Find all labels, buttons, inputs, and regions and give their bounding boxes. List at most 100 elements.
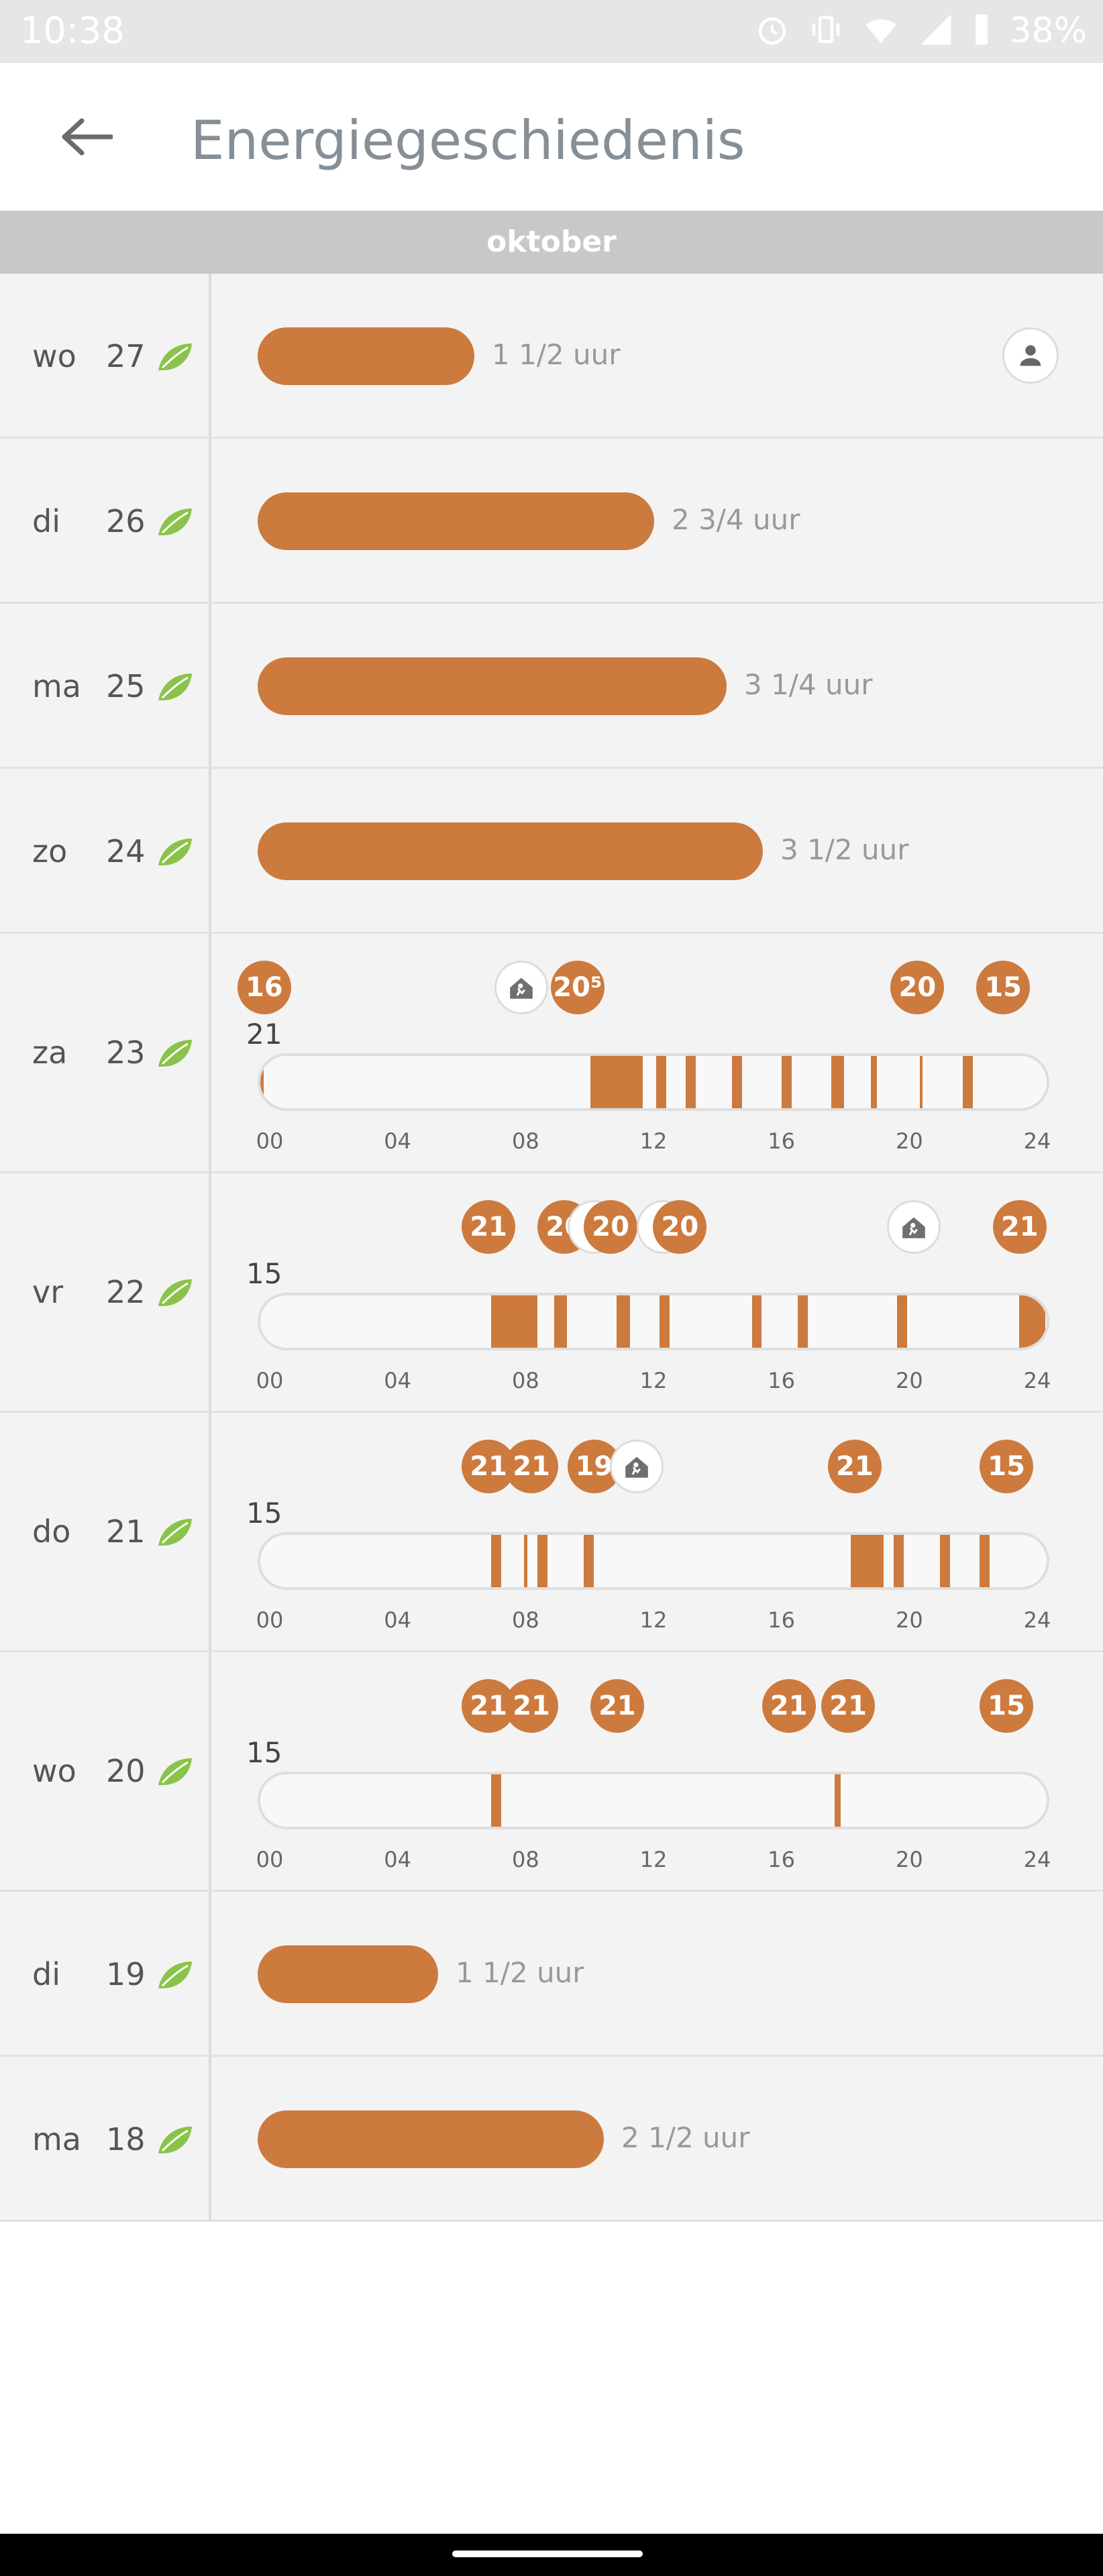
heating-segment — [491, 1295, 537, 1348]
leaf-icon — [156, 1959, 193, 1991]
home-handle[interactable] — [452, 2551, 643, 2557]
day-cell: wo 20 — [0, 1652, 211, 1890]
setpoint-change-badge[interactable]: 21 — [827, 1440, 882, 1493]
setpoint-change-badge[interactable]: 21 — [505, 1679, 559, 1733]
leaf-icon — [156, 1277, 193, 1309]
day-of-week: do — [32, 1513, 71, 1550]
heating-timeline[interactable] — [258, 1772, 1049, 1829]
heating-segment — [1018, 1295, 1046, 1348]
day-number: 26 — [106, 503, 146, 539]
setpoint-change-badge[interactable]: 21 — [590, 1679, 644, 1733]
heating-segment — [491, 1535, 501, 1587]
status-time: 10:38 — [20, 9, 125, 52]
heating-segment — [537, 1535, 547, 1587]
time-tick-label: 08 — [511, 1847, 539, 1872]
heating-segment — [851, 1535, 884, 1587]
heating-segment — [834, 1774, 841, 1827]
home-away-event[interactable] — [610, 1440, 664, 1493]
heating-segment — [896, 1295, 907, 1348]
setpoint-change-badge[interactable]: 21 — [462, 1440, 516, 1493]
time-tick-label: 04 — [384, 1607, 412, 1633]
day-number: 18 — [106, 2121, 146, 2157]
setpoint-change-badge[interactable]: 20 — [653, 1200, 707, 1254]
heating-segment — [491, 1774, 501, 1827]
battery-percentage: 38% — [1009, 11, 1087, 51]
day-row[interactable]: wo 27 1 1/2 uur — [0, 274, 1103, 439]
day-cell: ma 18 — [0, 2057, 211, 2220]
heating-timeline[interactable] — [258, 1532, 1049, 1590]
day-row[interactable]: di 19 1 1/2 uur — [0, 1892, 1103, 2057]
heating-segment — [870, 1056, 878, 1108]
heating-duration-bar — [258, 492, 654, 550]
day-row[interactable]: ma 25 3 1/4 uur — [0, 604, 1103, 769]
time-tick-label: 00 — [256, 1607, 284, 1633]
heating-segment — [617, 1295, 630, 1348]
home-away-event[interactable] — [887, 1200, 941, 1254]
time-tick-label: 08 — [511, 1368, 539, 1393]
setpoint-change-badge[interactable]: 20 — [584, 1200, 638, 1254]
wifi-icon — [861, 11, 900, 50]
time-tick-label: 20 — [895, 1847, 923, 1872]
duration-label: 1 1/2 uur — [492, 338, 621, 371]
setpoint-change-badge[interactable]: 15 — [980, 1679, 1034, 1733]
setpoint-change-badge[interactable]: 16 — [237, 961, 291, 1014]
time-tick-label: 00 — [256, 1368, 284, 1393]
setpoint-change-badge[interactable]: 21 — [761, 1679, 816, 1733]
day-cell: vr 22 — [0, 1173, 211, 1411]
duration-label: 3 1/2 uur — [780, 833, 909, 866]
day-row[interactable]: zo 24 3 1/2 uur — [0, 769, 1103, 934]
time-tick-label: 16 — [768, 1368, 796, 1393]
leaf-icon — [156, 341, 193, 373]
setpoint-change-badge[interactable]: 21 — [462, 1200, 516, 1254]
leaf-icon — [156, 671, 193, 703]
base-setpoint: 21 — [246, 1018, 282, 1051]
heating-segment — [831, 1056, 845, 1108]
time-tick-label: 24 — [1023, 1607, 1051, 1633]
profile-button[interactable] — [1002, 327, 1059, 384]
day-of-week: vr — [32, 1274, 64, 1310]
setpoint-change-badge[interactable]: 21 — [992, 1200, 1047, 1254]
time-tick-label: 20 — [895, 1607, 923, 1633]
setpoint-change-badge[interactable]: 20 — [890, 961, 945, 1014]
back-button[interactable] — [52, 103, 119, 170]
heating-segment — [894, 1535, 904, 1587]
setpoint-change-badge[interactable]: 20⁵ — [550, 961, 605, 1014]
day-of-week: wo — [32, 338, 76, 374]
day-cell: di 19 — [0, 1892, 211, 2055]
setpoint-change-badge[interactable]: 15 — [980, 1440, 1034, 1493]
navigation-bar — [0, 2534, 1103, 2576]
person-icon — [1020, 345, 1041, 366]
arrow-left-icon — [62, 118, 113, 156]
day-row[interactable]: di 26 2 3/4 uur — [0, 439, 1103, 604]
day-row[interactable]: za 23 21 00 04 08 12 16 20 24 16 20⁵ 20 15 — [0, 934, 1103, 1173]
day-cell: do 21 — [0, 1413, 211, 1650]
heating-timeline[interactable] — [258, 1293, 1049, 1350]
day-row[interactable]: ma 18 2 1/2 uur — [0, 2057, 1103, 2222]
setpoint-change-badge[interactable]: 21 — [505, 1440, 559, 1493]
heating-segment — [583, 1535, 594, 1587]
heating-duration-bar — [258, 1945, 438, 2003]
base-setpoint: 15 — [246, 1257, 282, 1290]
home-away-event[interactable] — [494, 961, 549, 1014]
home-away-icon — [510, 977, 533, 999]
setpoint-change-badge[interactable]: 21 — [821, 1679, 876, 1733]
setpoint-change-badge[interactable]: 15 — [976, 961, 1031, 1014]
heating-segment — [920, 1056, 923, 1108]
day-number: 27 — [106, 338, 146, 374]
time-tick-label: 24 — [1023, 1847, 1051, 1872]
day-cell: ma 25 — [0, 604, 211, 767]
duration-label: 1 1/2 uur — [456, 1956, 584, 1989]
page-title: Energiegeschiedenis — [191, 109, 745, 172]
base-setpoint: 15 — [246, 1497, 282, 1529]
day-cell: di 26 — [0, 439, 211, 602]
day-row[interactable]: wo 20 15 00 04 08 12 16 20 24 21 21 21 21 21 15 — [0, 1652, 1103, 1892]
heating-segment — [781, 1056, 792, 1108]
time-tick-label: 12 — [639, 1128, 668, 1154]
time-tick-label: 24 — [1023, 1128, 1051, 1154]
day-row[interactable]: vr 22 15 00 04 08 12 16 20 24 21 20 20 20 21 — [0, 1173, 1103, 1413]
heating-timeline[interactable] — [258, 1053, 1049, 1111]
day-of-week: ma — [32, 668, 81, 704]
home-away-icon — [902, 1217, 926, 1238]
time-tick-label: 12 — [639, 1368, 668, 1393]
day-row[interactable]: do 21 15 00 04 08 12 16 20 24 21 21 19 21 15 — [0, 1413, 1103, 1652]
